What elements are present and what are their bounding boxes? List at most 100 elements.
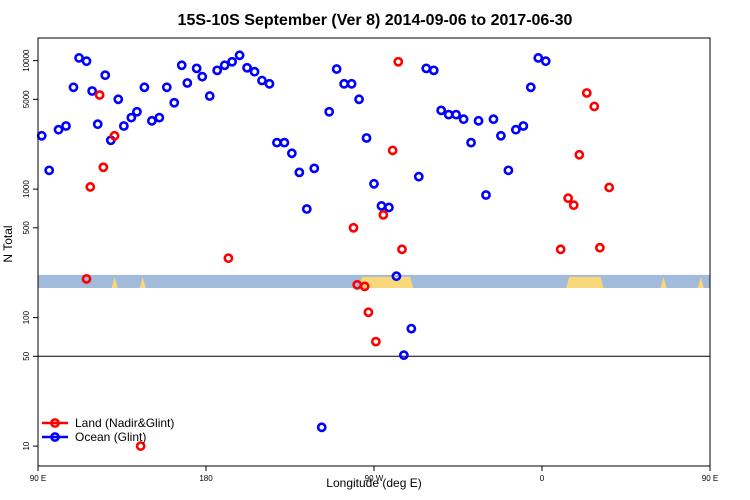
land-point bbox=[98, 162, 109, 173]
ocean-point bbox=[481, 190, 491, 200]
ocean-point bbox=[428, 65, 439, 76]
ocean-point bbox=[242, 62, 252, 73]
ocean-point bbox=[301, 204, 312, 214]
ocean-point bbox=[61, 121, 71, 131]
ocean-point bbox=[391, 271, 402, 282]
land-patch bbox=[660, 276, 667, 288]
land-series bbox=[81, 56, 615, 451]
ocean-point bbox=[249, 66, 260, 77]
ocean-point bbox=[488, 114, 499, 125]
land-point bbox=[359, 281, 370, 292]
land-point bbox=[574, 149, 585, 160]
y-axis: 10 50 100 500 1000 5000 10000 bbox=[22, 49, 38, 451]
x-axis: 90 E 180 90 W 0 90 E bbox=[30, 466, 718, 483]
ocean-point bbox=[376, 201, 387, 211]
ocean-point bbox=[176, 60, 187, 71]
y-tick-label: 10000 bbox=[22, 49, 31, 72]
ocean-point bbox=[331, 64, 342, 74]
y-tick-label: 5000 bbox=[22, 90, 31, 108]
ocean-point bbox=[92, 119, 103, 130]
ocean-point bbox=[496, 130, 506, 141]
land-point bbox=[94, 90, 105, 100]
land-point bbox=[397, 244, 407, 255]
ocean-point bbox=[68, 82, 79, 93]
ocean-point bbox=[279, 137, 290, 148]
land-point bbox=[387, 145, 398, 156]
ocean-point bbox=[161, 82, 172, 93]
land-point bbox=[393, 56, 404, 67]
ocean-point bbox=[354, 94, 364, 105]
y-tick-label: 50 bbox=[22, 351, 31, 360]
ocean-point bbox=[44, 165, 55, 176]
ocean-point bbox=[294, 167, 305, 178]
land-point bbox=[135, 441, 146, 451]
ocean-point bbox=[540, 56, 551, 67]
ocean-point bbox=[264, 78, 275, 89]
ocean-point bbox=[518, 121, 529, 131]
legend-marker bbox=[50, 418, 60, 428]
land-point bbox=[378, 209, 389, 220]
ocean-point bbox=[309, 163, 320, 174]
chart-title: 15S-10S September (Ver 8) 2014-09-06 to … bbox=[178, 12, 573, 29]
ocean-series bbox=[36, 50, 551, 433]
ocean-point bbox=[132, 106, 142, 117]
land-point bbox=[363, 307, 374, 318]
ocean-point bbox=[154, 112, 165, 123]
ocean-point bbox=[100, 70, 111, 81]
land-patch bbox=[139, 276, 146, 288]
land-point bbox=[581, 88, 592, 98]
ocean-point bbox=[118, 121, 129, 131]
land-point bbox=[568, 200, 579, 211]
ocean-point bbox=[406, 323, 417, 334]
land-point bbox=[109, 130, 120, 141]
ocean-point bbox=[413, 171, 424, 182]
ocean-point bbox=[533, 53, 544, 63]
ocean-point bbox=[182, 78, 193, 88]
legend-label: Ocean (Glint) bbox=[75, 430, 146, 444]
legend-marker bbox=[50, 432, 60, 442]
ocean-point bbox=[204, 91, 215, 101]
x-tick-label: 90 W bbox=[365, 474, 384, 483]
land-point bbox=[563, 193, 574, 204]
x-tick-label: 0 bbox=[540, 474, 545, 483]
land-point bbox=[604, 182, 615, 193]
ocean-point bbox=[398, 350, 409, 361]
ocean-point bbox=[503, 165, 514, 176]
ocean-point bbox=[286, 148, 297, 159]
ocean-point bbox=[146, 115, 157, 126]
ocean-point bbox=[257, 75, 267, 86]
ocean-point bbox=[126, 112, 137, 123]
ocean-point bbox=[53, 124, 64, 135]
ocean-point bbox=[384, 202, 394, 213]
land-point bbox=[348, 222, 359, 233]
ocean-point bbox=[212, 65, 223, 76]
ocean-point bbox=[421, 63, 432, 74]
land-patch bbox=[111, 276, 118, 288]
ocean-point bbox=[113, 94, 124, 105]
ocean-point bbox=[510, 124, 521, 135]
ocean-point bbox=[227, 56, 238, 67]
x-tick-label: 90 E bbox=[702, 474, 718, 483]
ocean-point bbox=[74, 53, 84, 63]
ocean-point bbox=[361, 133, 372, 143]
ocean-point bbox=[36, 130, 47, 141]
ocean-point bbox=[443, 109, 454, 120]
plot-frame bbox=[37, 37, 711, 467]
y-tick-label: 100 bbox=[22, 310, 31, 324]
land-point bbox=[370, 336, 381, 347]
y-tick-label: 10 bbox=[22, 441, 31, 450]
ocean-point bbox=[458, 114, 469, 125]
ocean-point bbox=[197, 71, 208, 82]
land-point bbox=[81, 274, 92, 284]
y-axis-label: N Total bbox=[1, 225, 15, 262]
y-tick-label: 500 bbox=[22, 221, 31, 235]
ocean-point bbox=[87, 86, 98, 96]
land-point bbox=[555, 244, 566, 255]
land-point bbox=[223, 253, 234, 264]
x-tick-label: 180 bbox=[199, 474, 213, 483]
land-point bbox=[589, 101, 600, 112]
ocean-point bbox=[451, 109, 462, 120]
ocean-point bbox=[316, 422, 327, 433]
ocean-point bbox=[139, 82, 150, 93]
